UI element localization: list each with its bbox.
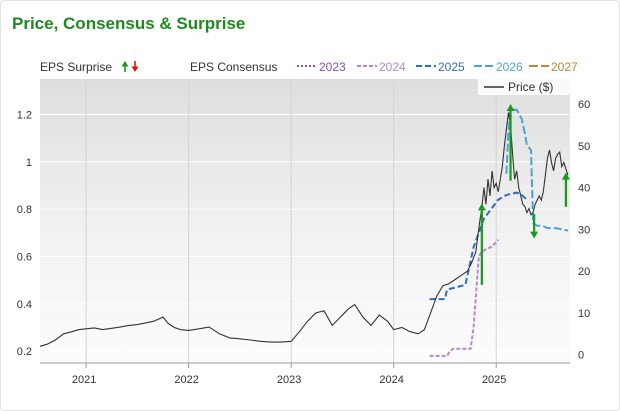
right-tick-label: 50 — [578, 141, 590, 153]
surprise-arrow — [477, 203, 486, 285]
price-legend-label: Price ($) — [508, 80, 553, 94]
left-tick-label: 0.2 — [17, 346, 32, 358]
left-tick-label: 0.6 — [17, 252, 32, 264]
surprise-arrow — [561, 172, 570, 207]
legend-consensus-label: EPS Consensus — [190, 60, 277, 74]
x-tick-label: 2023 — [277, 374, 301, 386]
surprise-arrow — [506, 104, 515, 181]
legend: EPS Surprise EPS Consensus 2023 2024 2025 2… — [40, 60, 578, 74]
consensus-line-2025 — [429, 191, 528, 301]
legend-surprise-label: EPS Surprise — [40, 60, 112, 74]
surprise-down-icon — [131, 61, 139, 72]
legend-label-2026: 2026 — [496, 60, 523, 74]
right-axis: 0 10 20 30 40 50 60 — [578, 99, 590, 362]
surprise-markers — [477, 104, 570, 285]
consensus-lines — [429, 108, 569, 357]
x-tick-label: 2025 — [482, 374, 506, 386]
surprise-arrow — [530, 213, 539, 239]
x-tick-label: 2022 — [174, 374, 198, 386]
plot-area — [40, 79, 570, 363]
right-tick-label: 30 — [578, 224, 590, 236]
left-tick-label: 0.8 — [17, 204, 32, 216]
grid — [40, 79, 570, 363]
left-axis: 0.2 0.4 0.6 0.8 1 1.2 — [17, 110, 32, 359]
x-axis: 2021 2022 2023 2024 2025 — [72, 363, 506, 386]
price-legend: Price ($) — [478, 79, 570, 95]
right-tick-label: 60 — [578, 99, 590, 111]
legend-label-2024: 2024 — [379, 60, 406, 74]
right-tick-label: 40 — [578, 183, 590, 195]
surprise-up-icon — [121, 61, 129, 72]
left-tick-label: 1.2 — [17, 110, 32, 122]
x-tick-label: 2024 — [379, 374, 403, 386]
price-line — [39, 112, 569, 347]
legend-label-2025: 2025 — [438, 60, 465, 74]
legend-label-2027: 2027 — [551, 60, 578, 74]
left-tick-label: 1 — [26, 157, 32, 169]
x-tick-label: 2021 — [72, 374, 96, 386]
left-tick-label: 0.4 — [17, 299, 32, 311]
right-tick-label: 20 — [578, 266, 590, 278]
consensus-line-2026 — [505, 108, 569, 232]
chart-title: Price, Consensus & Surprise — [12, 14, 246, 33]
right-tick-label: 10 — [578, 308, 590, 320]
legend-label-2023: 2023 — [319, 60, 346, 74]
right-tick-label: 0 — [578, 350, 584, 362]
